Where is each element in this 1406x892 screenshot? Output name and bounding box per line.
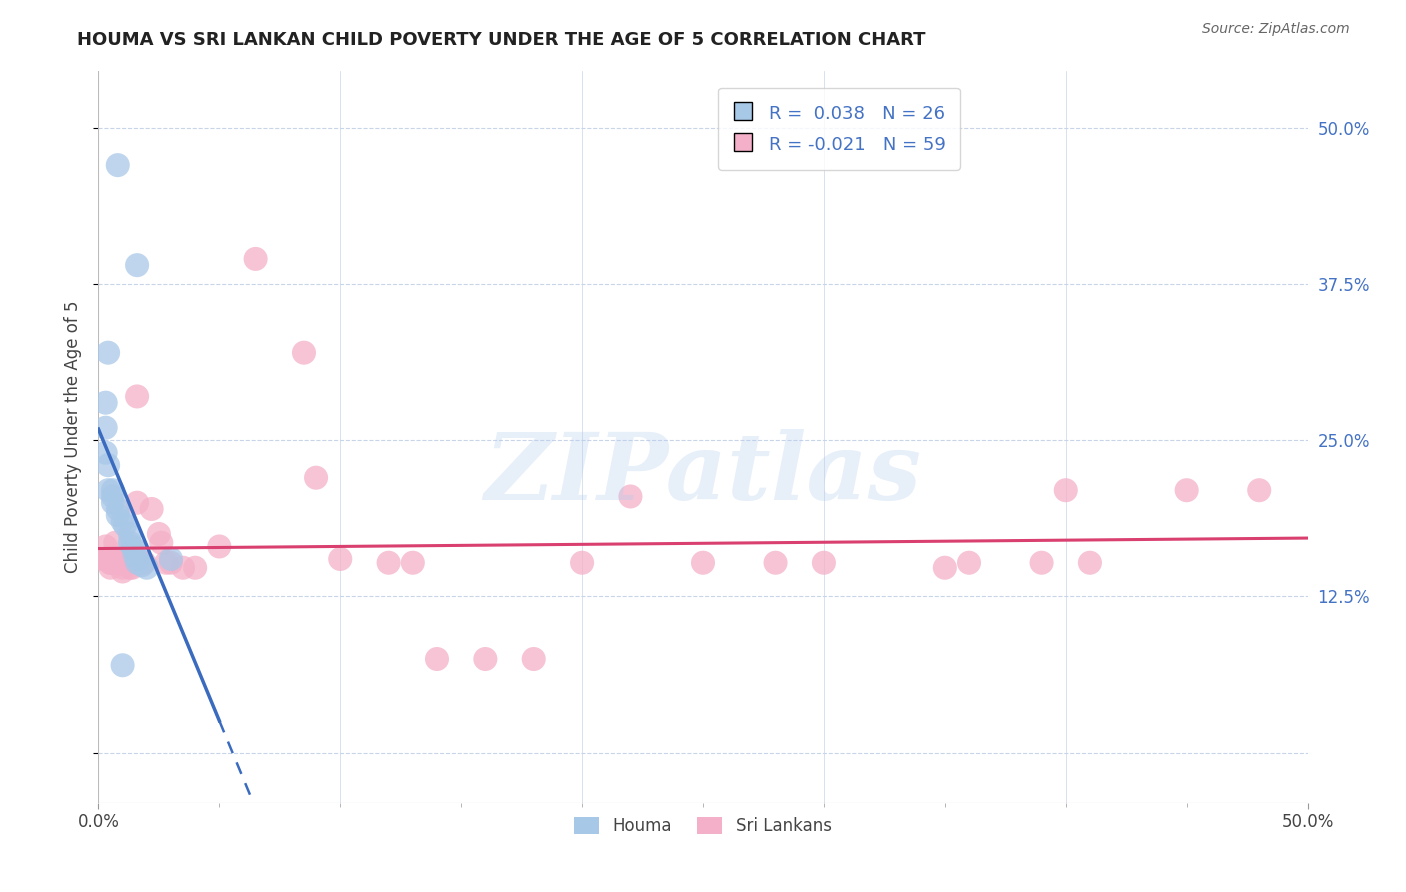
Point [117,556,139,570]
Point [155,556,177,570]
Point [131,556,153,570]
Point [121,560,143,574]
Point [124,556,146,570]
Point [101,556,124,570]
Point [1249,483,1271,498]
Point [100,556,122,570]
Point [111,658,134,673]
Point [523,652,546,666]
Point [127,258,149,272]
Point [131,558,153,573]
Point [91,552,114,566]
Point [107,502,129,516]
Point [97,483,120,498]
Point [100,560,122,574]
Point [184,560,207,574]
Point [94,395,117,409]
Point [127,389,149,403]
Point [118,527,141,541]
Point [619,490,641,504]
Point [305,471,328,485]
Point [111,565,134,579]
Point [134,556,156,570]
Text: Source: ZipAtlas.com: Source: ZipAtlas.com [1202,22,1350,37]
Point [104,535,127,549]
Point [101,496,124,510]
Point [150,535,173,549]
Point [101,483,124,498]
Point [172,560,194,574]
Point [108,552,131,566]
Point [208,540,231,554]
Point [97,458,120,473]
Point [94,420,117,434]
Point [111,560,134,574]
Point [402,556,425,570]
Point [121,540,143,554]
Point [97,552,120,566]
Point [118,556,141,570]
Point [111,552,134,566]
Text: HOUMA VS SRI LANKAN CHILD POVERTY UNDER THE AGE OF 5 CORRELATION CHART: HOUMA VS SRI LANKAN CHILD POVERTY UNDER … [77,31,925,49]
Point [100,556,122,570]
Point [765,556,787,570]
Point [107,556,129,570]
Point [813,556,835,570]
Point [104,556,127,570]
Y-axis label: Child Poverty Under the Age of 5: Child Poverty Under the Age of 5 [65,301,83,574]
Point [426,652,449,666]
Point [1078,556,1101,570]
Point [107,556,129,570]
Point [100,556,122,570]
Point [141,502,163,516]
Point [107,508,129,523]
Text: ZIPatlas: ZIPatlas [485,429,921,518]
Point [128,556,150,570]
Point [957,556,980,570]
Point [1031,556,1053,570]
Point [94,540,117,554]
Point [135,560,157,574]
Point [101,490,124,504]
Point [474,652,496,666]
Point [1054,483,1077,498]
Point [127,496,149,510]
Point [127,556,149,570]
Legend: Houma, Sri Lankans: Houma, Sri Lankans [568,811,838,842]
Point [1175,483,1198,498]
Point [148,527,170,541]
Point [127,552,149,566]
Point [571,556,593,570]
Point [94,446,117,460]
Point [118,560,141,574]
Point [160,552,183,566]
Point [97,345,120,359]
Point [377,556,399,570]
Point [114,518,136,533]
Point [118,535,141,549]
Point [97,552,120,566]
Point [111,556,134,570]
Point [124,543,146,558]
Point [329,552,352,566]
Point [107,556,129,570]
Point [292,345,315,359]
Point [111,515,134,529]
Point [934,560,956,574]
Point [94,552,117,566]
Point [245,252,267,266]
Point [107,158,129,172]
Point [160,556,183,570]
Point [124,548,146,562]
Point [692,556,714,570]
